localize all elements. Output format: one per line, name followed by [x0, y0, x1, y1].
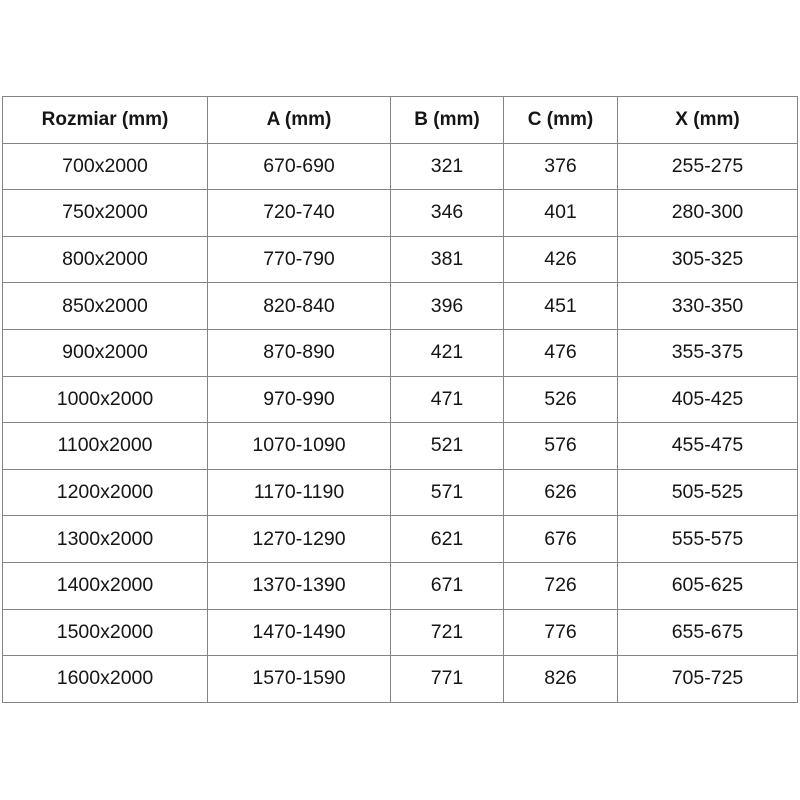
table-cell: 750x2000 [2, 189, 208, 237]
table-cell: 1000x2000 [2, 375, 208, 424]
table-cell: 381 [390, 235, 504, 284]
table-cell: 396 [390, 282, 504, 330]
column-header: C (mm) [503, 96, 618, 144]
table-cell: 1070-1090 [207, 422, 391, 470]
table-cell: 321 [390, 142, 504, 191]
table-cell: 305-325 [617, 235, 798, 284]
table-cell: 471 [390, 375, 504, 424]
table-row: 1600x2000 1570-1590 771 826 705-725 [2, 655, 798, 703]
table-cell: 505-525 [617, 468, 798, 517]
table-cell: 655-675 [617, 608, 798, 657]
table-row: 800x2000 770-790 381 426 305-325 [2, 235, 798, 284]
table-cell: 670-690 [207, 142, 391, 191]
table-row: 1400x2000 1370-1390 671 726 605-625 [2, 561, 798, 610]
table-cell: 1300x2000 [2, 515, 208, 563]
table-cell: 1500x2000 [2, 608, 208, 657]
table-cell: 671 [390, 561, 504, 610]
table-cell: 521 [390, 422, 504, 470]
table-cell: 720-740 [207, 189, 391, 237]
table-cell: 726 [503, 561, 618, 610]
table-cell: 355-375 [617, 328, 798, 377]
table-cell: 1570-1590 [207, 655, 391, 703]
table-cell: 621 [390, 515, 504, 563]
table-cell: 676 [503, 515, 618, 563]
table-cell: 426 [503, 235, 618, 284]
table-row: 900x2000 870-890 421 476 355-375 [2, 328, 798, 377]
table-cell: 555-575 [617, 515, 798, 563]
table-row: 700x2000 670-690 321 376 255-275 [2, 142, 798, 191]
table-cell: 476 [503, 328, 618, 377]
column-header: B (mm) [390, 96, 504, 144]
table-row: 1500x2000 1470-1490 721 776 655-675 [2, 608, 798, 657]
table-cell: 700x2000 [2, 142, 208, 191]
table-row: 850x2000 820-840 396 451 330-350 [2, 282, 798, 330]
table-cell: 800x2000 [2, 235, 208, 284]
table-cell: 1100x2000 [2, 422, 208, 470]
table-cell: 705-725 [617, 655, 798, 703]
table-row: 1200x2000 1170-1190 571 626 505-525 [2, 468, 798, 517]
column-header: X (mm) [617, 96, 798, 144]
table-cell: 776 [503, 608, 618, 657]
table-cell: 346 [390, 189, 504, 237]
table-cell: 280-300 [617, 189, 798, 237]
table-cell: 1370-1390 [207, 561, 391, 610]
table-cell: 605-625 [617, 561, 798, 610]
table-row: 750x2000 720-740 346 401 280-300 [2, 189, 798, 237]
table-row: 1100x2000 1070-1090 521 576 455-475 [2, 422, 798, 470]
table-cell: 826 [503, 655, 618, 703]
size-chart-container: Rozmiar (mm) A (mm) B (mm) C (mm) X (mm) 700… [2, 96, 798, 703]
table-cell: 1600x2000 [2, 655, 208, 703]
table-header-row: Rozmiar (mm) A (mm) B (mm) C (mm) X (mm) [2, 96, 798, 144]
table-cell: 526 [503, 375, 618, 424]
table-cell: 405-425 [617, 375, 798, 424]
table-cell: 1400x2000 [2, 561, 208, 610]
table-row: 1000x2000 970-990 471 526 405-425 [2, 375, 798, 424]
table-cell: 770-790 [207, 235, 391, 284]
size-chart-table: Rozmiar (mm) A (mm) B (mm) C (mm) X (mm) 700… [2, 96, 798, 703]
table-cell: 721 [390, 608, 504, 657]
table-cell: 376 [503, 142, 618, 191]
table-cell: 626 [503, 468, 618, 517]
table-cell: 451 [503, 282, 618, 330]
table-cell: 1270-1290 [207, 515, 391, 563]
table-cell: 850x2000 [2, 282, 208, 330]
column-header: A (mm) [207, 96, 391, 144]
table-row: 1300x2000 1270-1290 621 676 555-575 [2, 515, 798, 563]
table-cell: 771 [390, 655, 504, 703]
table-cell: 820-840 [207, 282, 391, 330]
table-cell: 255-275 [617, 142, 798, 191]
table-cell: 571 [390, 468, 504, 517]
table-cell: 870-890 [207, 328, 391, 377]
table-cell: 330-350 [617, 282, 798, 330]
column-header: Rozmiar (mm) [2, 96, 208, 144]
table-cell: 1470-1490 [207, 608, 391, 657]
table-cell: 1200x2000 [2, 468, 208, 517]
table-cell: 401 [503, 189, 618, 237]
table-cell: 1170-1190 [207, 468, 391, 517]
table-cell: 970-990 [207, 375, 391, 424]
table-cell: 421 [390, 328, 504, 377]
table-cell: 900x2000 [2, 328, 208, 377]
table-cell: 576 [503, 422, 618, 470]
table-cell: 455-475 [617, 422, 798, 470]
